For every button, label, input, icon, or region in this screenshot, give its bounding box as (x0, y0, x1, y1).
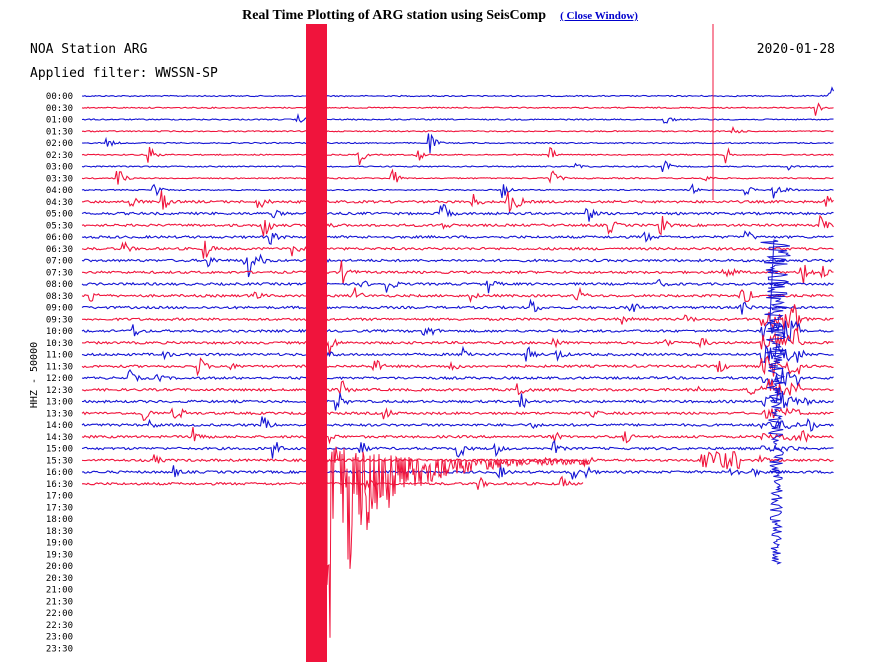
trace-0930 (82, 304, 834, 331)
time-label-0600: 06:00 (46, 233, 73, 243)
trace-0900 (81, 298, 834, 315)
date-label: 2020-01-28 (757, 42, 835, 57)
trace-0630 (81, 240, 834, 259)
trace-0300 (81, 160, 834, 173)
time-label-2130: 21:30 (46, 597, 73, 607)
trace-1200 (81, 368, 834, 387)
trace-1430 (81, 427, 834, 445)
trace-0000 (81, 86, 835, 99)
time-label-0200: 02:00 (46, 139, 73, 149)
time-label-2100: 21:00 (46, 586, 73, 596)
time-label-1330: 13:30 (46, 409, 73, 419)
time-label-1200: 12:00 (46, 374, 73, 384)
seismic-traces (81, 24, 835, 662)
time-label-1430: 14:30 (46, 433, 73, 443)
filter-label: Applied filter: WWSSN-SP (30, 66, 218, 81)
time-label-1730: 17:30 (46, 503, 73, 513)
main-event-saturation (306, 24, 327, 662)
time-label-2230: 22:30 (46, 621, 73, 631)
time-label-2330: 23:30 (46, 644, 73, 654)
time-label-0100: 01:00 (46, 116, 73, 126)
time-label-1130: 11:30 (46, 362, 73, 372)
trace-0800 (81, 278, 834, 294)
trace-1300 (81, 386, 834, 411)
time-label-1500: 15:00 (46, 445, 73, 455)
trace-0330 (81, 168, 834, 185)
trace-1400 (81, 416, 834, 432)
trace-0500 (81, 203, 834, 222)
time-label-0500: 05:00 (46, 210, 73, 220)
time-label-1830: 18:30 (46, 527, 73, 537)
time-label-0830: 08:30 (46, 292, 73, 302)
time-label-0730: 07:30 (46, 268, 73, 278)
trace-0730 (82, 260, 834, 285)
time-label-0530: 05:30 (46, 221, 73, 231)
time-label-1030: 10:30 (46, 339, 73, 349)
time-label-0030: 00:30 (46, 104, 73, 114)
trace-1130 (81, 355, 834, 377)
time-label-0400: 04:00 (46, 186, 73, 196)
time-label-0930: 09:30 (46, 315, 73, 325)
trace-1030 (81, 327, 834, 355)
time-label-0000: 00:00 (46, 92, 73, 102)
trace-0830 (81, 286, 834, 304)
main-event-coda (326, 446, 590, 638)
time-label-1930: 19:30 (46, 550, 73, 560)
trace-1000 (81, 320, 834, 342)
time-label-0700: 07:00 (46, 257, 73, 267)
trace-0030 (81, 102, 834, 116)
time-label-2200: 22:00 (46, 609, 73, 619)
page-title: Real Time Plotting of ARG station using … (242, 8, 547, 23)
time-label-0800: 08:00 (46, 280, 73, 290)
channel-label: HHZ - 50000 (29, 342, 40, 408)
trace-0230 (81, 146, 834, 166)
trace-0700 (81, 253, 834, 278)
time-label-1630: 16:30 (46, 480, 73, 490)
trace-0530 (81, 213, 834, 237)
time-label-2300: 23:00 (46, 633, 73, 643)
time-label-1230: 12:30 (46, 386, 73, 396)
time-label-1700: 17:00 (46, 492, 73, 502)
time-label-1300: 13:00 (46, 398, 73, 408)
station-label: NOA Station ARG (30, 42, 148, 57)
time-label-1100: 11:00 (46, 351, 73, 361)
trace-1500 (81, 439, 834, 459)
time-label-2000: 20:00 (46, 562, 73, 572)
trace-0130 (81, 126, 834, 134)
time-label-0430: 04:30 (46, 198, 73, 208)
trace-1330 (81, 406, 834, 421)
time-label-0130: 01:30 (46, 127, 73, 137)
time-label-0300: 03:00 (46, 163, 73, 173)
time-label-1600: 16:00 (46, 468, 73, 478)
time-label-1530: 15:30 (46, 456, 73, 466)
time-label-2030: 20:30 (46, 574, 73, 584)
time-label-0230: 02:30 (46, 151, 73, 161)
trace-1230 (81, 378, 834, 397)
trace-0600 (81, 230, 834, 245)
time-label-0330: 03:30 (46, 174, 73, 184)
page-header: Real Time Plotting of ARG station using … (0, 6, 880, 24)
time-label-1900: 19:00 (46, 539, 73, 549)
trace-0430 (82, 190, 834, 214)
time-label-1800: 18:00 (46, 515, 73, 525)
close-window-link[interactable]: ( Close Window) (560, 10, 638, 22)
trace-1600 (81, 464, 834, 480)
time-label-0630: 06:30 (46, 245, 73, 255)
trace-1100 (81, 344, 834, 364)
time-label-1000: 10:00 (46, 327, 73, 337)
late-event-coda (760, 239, 791, 565)
time-label-0900: 09:00 (46, 304, 73, 314)
trace-0400 (81, 183, 834, 199)
time-label-1400: 14:00 (46, 421, 73, 431)
trace-0100 (81, 112, 834, 124)
trace-0200 (81, 133, 834, 154)
